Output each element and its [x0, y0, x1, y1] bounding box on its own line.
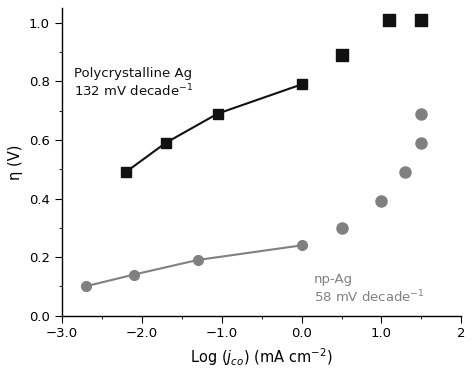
X-axis label: Log ($j_{co}$) (mA cm$^{-2}$): Log ($j_{co}$) (mA cm$^{-2}$) — [191, 346, 333, 368]
Text: np-Ag
58 mV decade$^{-1}$: np-Ag 58 mV decade$^{-1}$ — [313, 273, 424, 305]
Point — [418, 17, 425, 23]
Point — [418, 111, 425, 117]
Point — [418, 140, 425, 146]
Point — [337, 52, 345, 58]
Point — [401, 169, 409, 175]
Point — [337, 225, 345, 231]
Point — [378, 199, 385, 205]
Text: Polycrystalline Ag
132 mV decade$^{-1}$: Polycrystalline Ag 132 mV decade$^{-1}$ — [73, 67, 193, 99]
Point — [386, 17, 393, 23]
Y-axis label: η (V): η (V) — [9, 144, 23, 180]
